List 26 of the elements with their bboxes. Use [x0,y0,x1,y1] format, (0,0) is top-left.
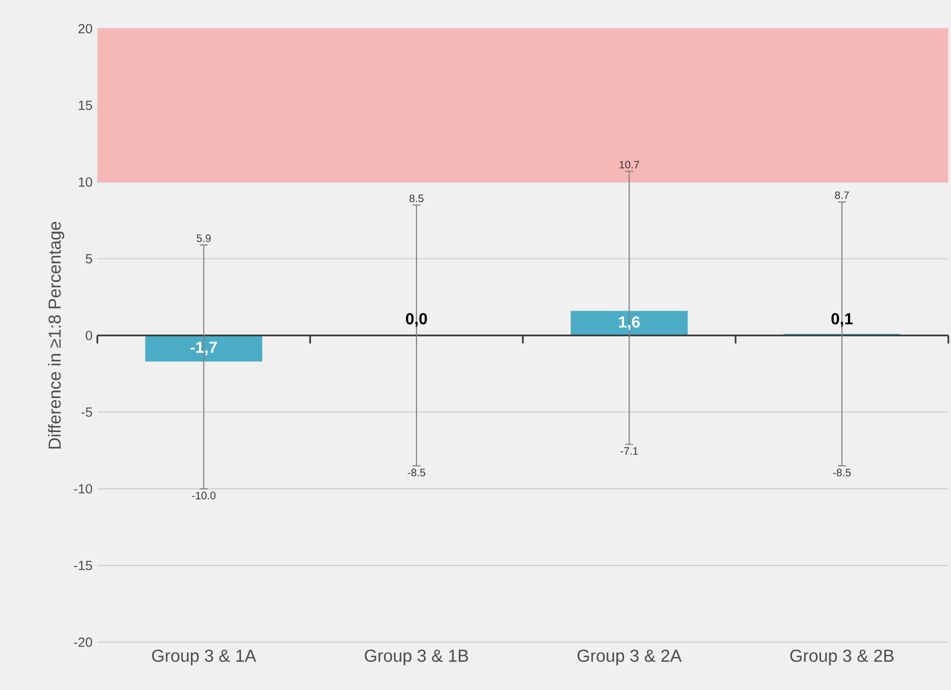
y-tick-label: 20 [78,24,92,34]
data-label: 0,1 [831,312,853,327]
y-tick-label: -5 [81,407,92,417]
y-tick-label: -15 [74,560,92,570]
annotation: 10.7 [620,160,640,168]
annotation: 5.9 [196,234,211,242]
x-tick-label: Group 3 & 1B [364,649,468,666]
data-label: 1,6 [619,316,640,330]
x-tick-label: Group 3 & 1A [152,649,256,666]
annotation: -8.5 [408,468,426,476]
x-tick-label: Group 3 & 2A [578,649,682,666]
y-tick-label: 5 [86,254,92,264]
data-label: -1,7 [190,342,217,356]
annotation: 8.5 [410,194,424,202]
y-axis-title: Difference in ≥1:8 Percentage [48,222,64,448]
annotation: -10.0 [192,492,216,500]
annotation: -8.5 [833,468,851,476]
y-tick-label: 0 [86,330,92,340]
y-tick-label: -10 [74,484,92,494]
x-tick-label: Group 3 & 2B [790,649,894,666]
y-tick-label: 15 [78,100,92,110]
data-label: 0,0 [406,312,427,327]
y-tick-label: -20 [74,637,92,647]
annotation: 8.7 [835,191,849,199]
y-tick-label: 10 [78,177,92,187]
annotation: -7.1 [620,447,638,455]
